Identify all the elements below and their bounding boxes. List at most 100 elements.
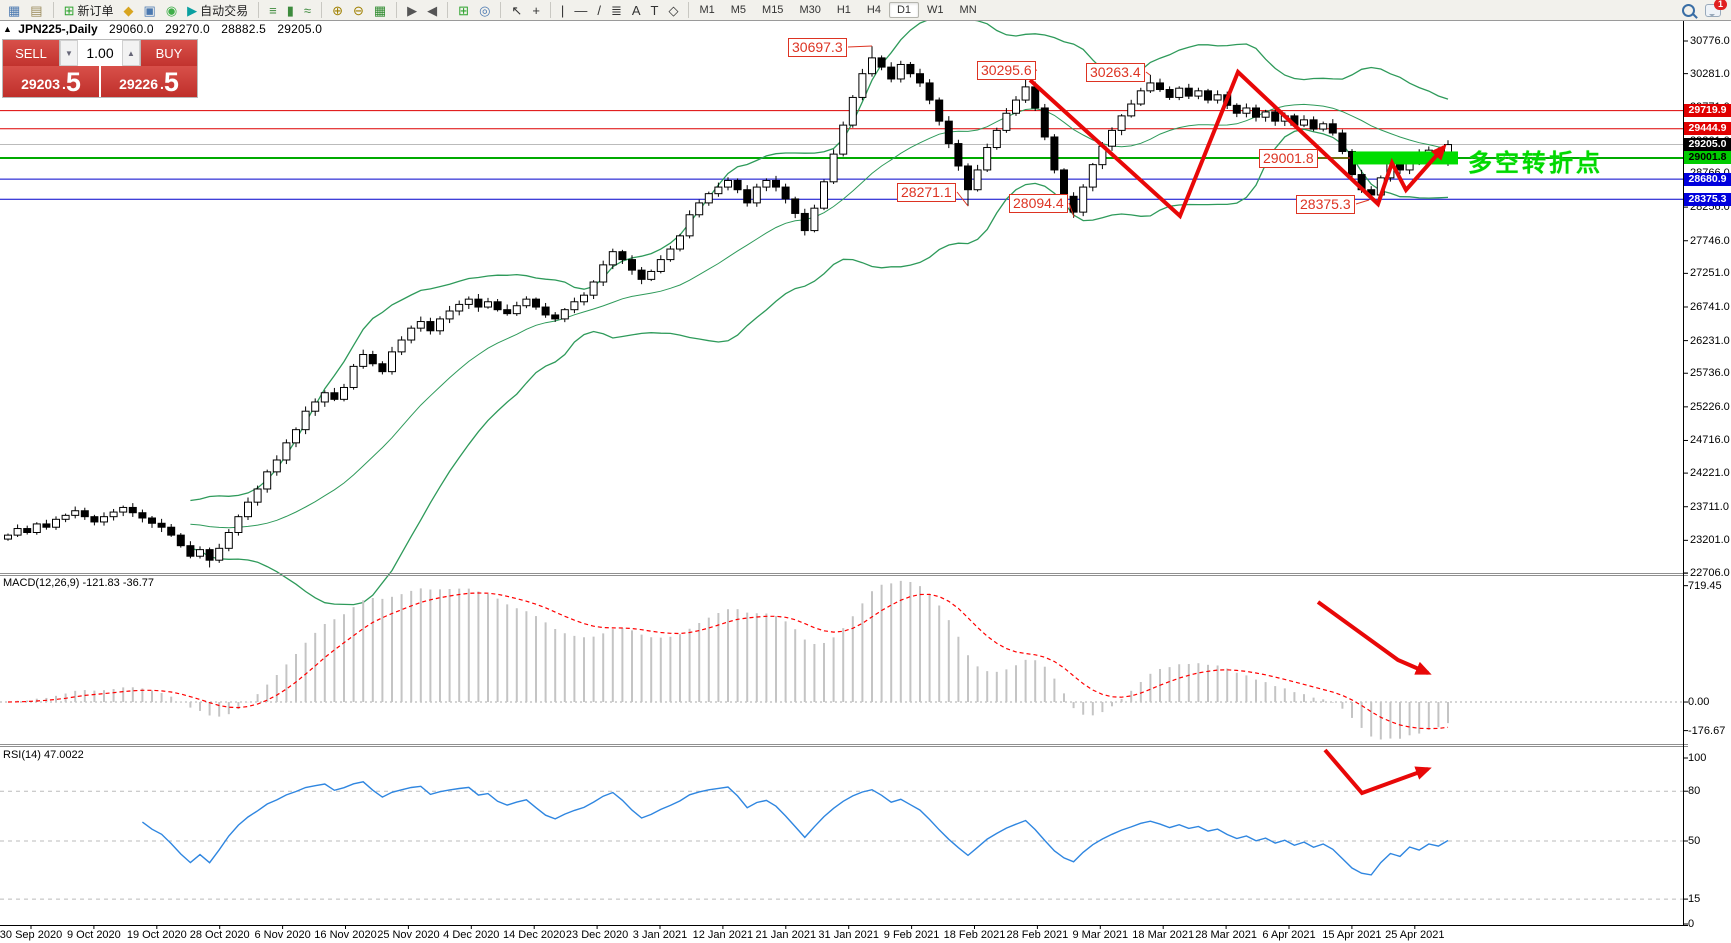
zoom-in-icon[interactable]: ⊕ — [327, 2, 348, 19]
volume-up-button[interactable]: ▲ — [122, 40, 140, 66]
terminal-icon[interactable]: ▣ — [139, 2, 161, 19]
text-icon[interactable]: A — [627, 2, 646, 19]
symbol-title: JPN225-,Daily — [18, 22, 98, 36]
line-chart-icon[interactable]: ≈ — [299, 2, 316, 19]
chart-shift-icon[interactable]: ◀ — [422, 2, 442, 19]
tile-windows-icon: ▦ — [373, 2, 387, 18]
timeframe-h4[interactable]: H4 — [866, 4, 881, 16]
add-indicator-icon: ⊞ — [458, 2, 470, 18]
text-icon: A — [631, 2, 641, 18]
new-window-icon: ▦ — [8, 2, 21, 18]
terminal-icon: ▣ — [143, 2, 156, 18]
notification-badge: 1 — [1714, 0, 1727, 10]
chart-shift-icon: ◀ — [427, 2, 438, 18]
timeframe-w1[interactable]: W1 — [927, 4, 944, 16]
cursor-icon[interactable]: ↖ — [506, 2, 527, 19]
candlestick-icon: ▮ — [286, 2, 294, 18]
toolbar-separator — [447, 2, 449, 18]
buy-button[interactable]: BUY — [141, 40, 197, 66]
turning-point-annotation: 多空转折点 — [1468, 150, 1603, 177]
symbol-info-bar: ▲ JPN225-,Daily 29060.0 29270.0 28882.5 … — [3, 22, 322, 36]
timeframe-d1[interactable]: D1 — [888, 2, 920, 18]
auto-scroll-icon[interactable]: ▶ — [402, 2, 422, 19]
ohlc-low: 28882.5 — [221, 22, 267, 36]
auto-trading-icon[interactable]: ▶ 自动交易 — [182, 0, 253, 21]
timeframe-mn[interactable]: MN — [959, 4, 977, 16]
line-chart-icon: ≈ — [303, 2, 312, 18]
new-order-icon-label: 新订单 — [77, 3, 114, 18]
new-window-icon[interactable]: ▦ — [3, 2, 25, 19]
timeframe-m1[interactable]: M1 — [699, 4, 715, 16]
trendline-icon[interactable]: / — [592, 2, 606, 19]
rsi-v-arrow — [1323, 748, 1432, 796]
history-center-icon[interactable]: ◆ — [119, 2, 139, 19]
toolbar-separator — [500, 2, 502, 18]
collapse-icon[interactable]: ▲ — [3, 24, 12, 34]
macd-down-arrow — [1316, 600, 1432, 675]
chat-icon[interactable]: 1 — [1705, 0, 1727, 17]
timeframe-m5[interactable]: M5 — [730, 4, 747, 16]
candlestick-icon[interactable]: ▮ — [282, 2, 299, 19]
ohlc-high: 29270.0 — [165, 22, 210, 36]
one-click-trading-panel: SELL ▼ 1.00 ▲ BUY 29203. 5 29226. 5 — [2, 39, 198, 98]
vline-icon: | — [560, 2, 565, 18]
macd-title: MACD(12,26,9) -121.83 -36.77 — [3, 577, 155, 589]
sell-button[interactable]: SELL — [3, 40, 59, 66]
sell-price-display[interactable]: 29203. 5 — [3, 66, 99, 97]
rsi-title: RSI(14) 47.0022 — [3, 749, 84, 761]
text-label-icon[interactable]: T — [646, 2, 664, 19]
fibo-icon[interactable]: ≣ — [606, 2, 627, 19]
volume-down-button[interactable]: ▼ — [60, 40, 78, 66]
crosshair-icon: + — [532, 2, 540, 18]
timeframe-m30[interactable]: M30 — [799, 4, 821, 16]
new-order-icon[interactable]: ⊞ 新订单 — [59, 0, 119, 21]
period-menu-icon: ◎ — [479, 2, 491, 18]
zoom-in-icon: ⊕ — [332, 2, 343, 18]
timeframe-m15[interactable]: M15 — [762, 4, 784, 16]
zoom-out-icon: ⊖ — [352, 2, 364, 18]
hline-icon[interactable]: — — [569, 2, 592, 19]
auto-trading-icon-label: 自动交易 — [200, 3, 249, 18]
chart-preview-icon: ▤ — [30, 2, 43, 18]
vline-icon[interactable]: | — [556, 2, 569, 19]
signal-icon[interactable]: ◉ — [161, 2, 182, 19]
auto-scroll-icon: ▶ — [407, 2, 418, 18]
add-indicator-icon[interactable]: ⊞ — [453, 2, 474, 19]
fibo-icon: ≣ — [610, 2, 622, 18]
auto-trading-icon: ▶ — [187, 2, 198, 18]
bar-chart-icon: ≡ — [269, 2, 277, 18]
new-order-icon: ⊞ — [63, 2, 75, 18]
toolbar-separator — [688, 2, 690, 18]
crosshair-icon[interactable]: + — [527, 2, 545, 19]
toolbar: ▦ ▤ ⊞ 新订单 ◆ ▣ ◉ ▶ 自动交易 ≡ ▮ ≈ ⊕ ⊖ ▦ ▶ ◀ ⊞ ◎ ↖ + | — / ≣ A T ◇ M1 M5 M1… — [0, 0, 1731, 21]
toolbar-separator — [258, 2, 260, 18]
buy-price-display[interactable]: 29226. 5 — [101, 66, 197, 97]
ohlc-close: 29205.0 — [277, 22, 323, 36]
hline-icon: — — [574, 2, 588, 18]
history-center-icon: ◆ — [123, 2, 134, 18]
tile-windows-icon[interactable]: ▦ — [369, 2, 391, 19]
timeframe-group: M1 M5 M15 M30 H1 H4 D1 W1 MN — [691, 2, 984, 18]
shapes-icon: ◇ — [668, 2, 679, 18]
toolbar-separator — [52, 2, 54, 18]
toolbar-separator — [396, 2, 398, 18]
toolbar-separator — [321, 2, 323, 18]
volume-stepper: ▼ 1.00 ▲ — [59, 40, 141, 66]
shapes-icon[interactable]: ◇ — [663, 2, 683, 19]
chart-preview-icon[interactable]: ▤ — [25, 2, 47, 19]
price-zigzag-arrow — [1028, 68, 1447, 220]
signal-icon: ◉ — [165, 2, 178, 18]
ohlc-open: 29060.0 — [109, 22, 154, 36]
zoom-out-icon[interactable]: ⊖ — [348, 2, 369, 19]
toolbar-separator — [549, 2, 551, 18]
search-icon[interactable] — [1682, 3, 1695, 17]
text-label-icon: T — [650, 2, 659, 18]
trendline-icon: / — [597, 2, 601, 18]
timeframe-h1[interactable]: H1 — [836, 4, 851, 16]
bar-chart-icon[interactable]: ≡ — [264, 2, 282, 19]
volume-input[interactable]: 1.00 — [86, 45, 114, 61]
period-menu-icon[interactable]: ◎ — [474, 2, 495, 19]
cursor-icon: ↖ — [511, 2, 523, 18]
